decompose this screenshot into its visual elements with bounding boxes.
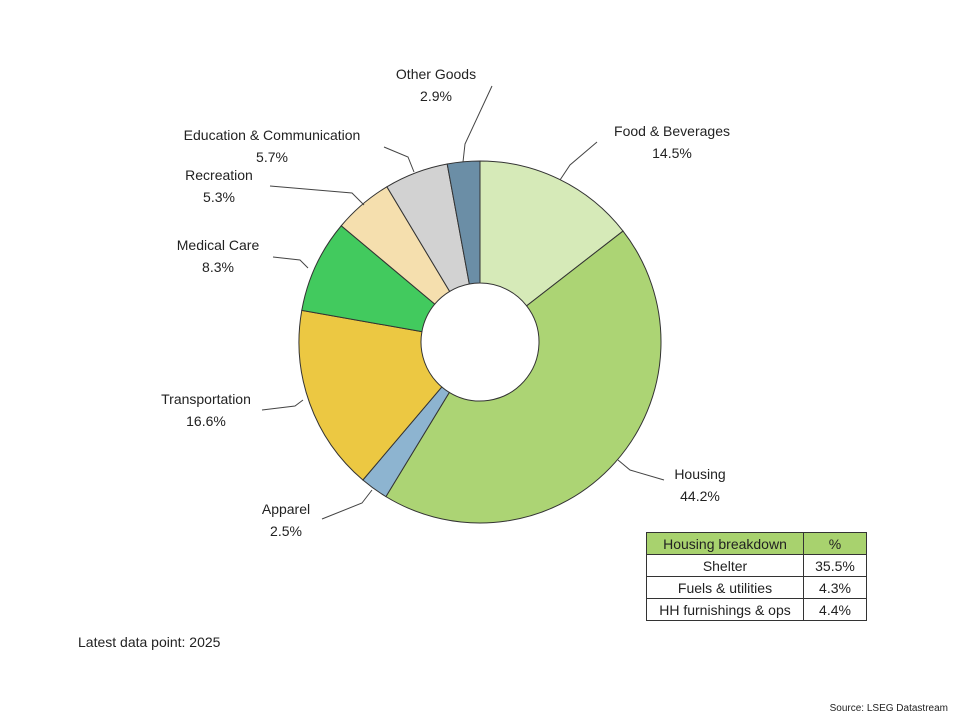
slice-value-label: 5.7% — [256, 149, 288, 165]
slice-value-label: 44.2% — [680, 488, 720, 504]
leader-line — [383, 146, 415, 173]
leader-line — [462, 85, 493, 163]
slice-category-label: Transportation — [161, 391, 251, 407]
leader-line — [617, 459, 665, 481]
slice-category-label: Housing — [674, 466, 725, 482]
slice-category-label: Food & Beverages — [614, 123, 730, 139]
leader-line — [272, 256, 309, 269]
slice-category-label: Recreation — [185, 167, 253, 183]
labels-layer: Food & Beverages 14.5% Housing 44.2% Apparel… — [161, 66, 730, 539]
pie-slice-other-goods — [446, 160, 481, 285]
slice-value-label: 2.5% — [270, 523, 302, 539]
leader-line — [269, 185, 365, 206]
leader-line — [261, 399, 304, 411]
table-header-percent: % — [803, 532, 867, 555]
table-cell-label: HH furnishings & ops — [646, 598, 804, 621]
table-cell-value: 4.4% — [803, 598, 867, 621]
slice-value-label: 5.3% — [203, 189, 235, 205]
table-cell-value: 4.3% — [803, 576, 867, 599]
table-header-category: Housing breakdown — [646, 532, 804, 555]
leader-lines-layer — [261, 85, 665, 520]
table-header-row: Housing breakdown % — [646, 532, 867, 555]
slices-layer — [298, 160, 662, 524]
slice-category-label: Other Goods — [396, 66, 476, 82]
slice-category-label: Education & Communication — [184, 127, 361, 143]
table-cell-label: Fuels & utilities — [646, 576, 804, 599]
leader-line — [321, 489, 373, 520]
slice-value-label: 8.3% — [202, 259, 234, 275]
slice-value-label: 14.5% — [652, 145, 692, 161]
slice-value-label: 2.9% — [420, 88, 452, 104]
housing-breakdown-table: Housing breakdown % Shelter 35.5% Fuels … — [646, 532, 867, 621]
table-row: Fuels & utilities 4.3% — [646, 576, 867, 599]
source-note: Source: LSEG Datastream — [829, 703, 948, 714]
table-row: Shelter 35.5% — [646, 554, 867, 577]
slice-category-label: Apparel — [262, 501, 310, 517]
pie-slice-housing — [385, 230, 662, 524]
footnote: Latest data point: 2025 — [78, 634, 221, 650]
table-cell-value: 35.5% — [803, 554, 867, 577]
table-row: HH furnishings & ops 4.4% — [646, 598, 867, 621]
pie-slice-food-beverages — [479, 160, 624, 307]
slice-value-label: 16.6% — [186, 413, 226, 429]
slice-category-label: Medical Care — [177, 237, 260, 253]
pie-slice-transportation — [298, 309, 443, 481]
table-cell-label: Shelter — [646, 554, 804, 577]
leader-line — [559, 141, 598, 181]
